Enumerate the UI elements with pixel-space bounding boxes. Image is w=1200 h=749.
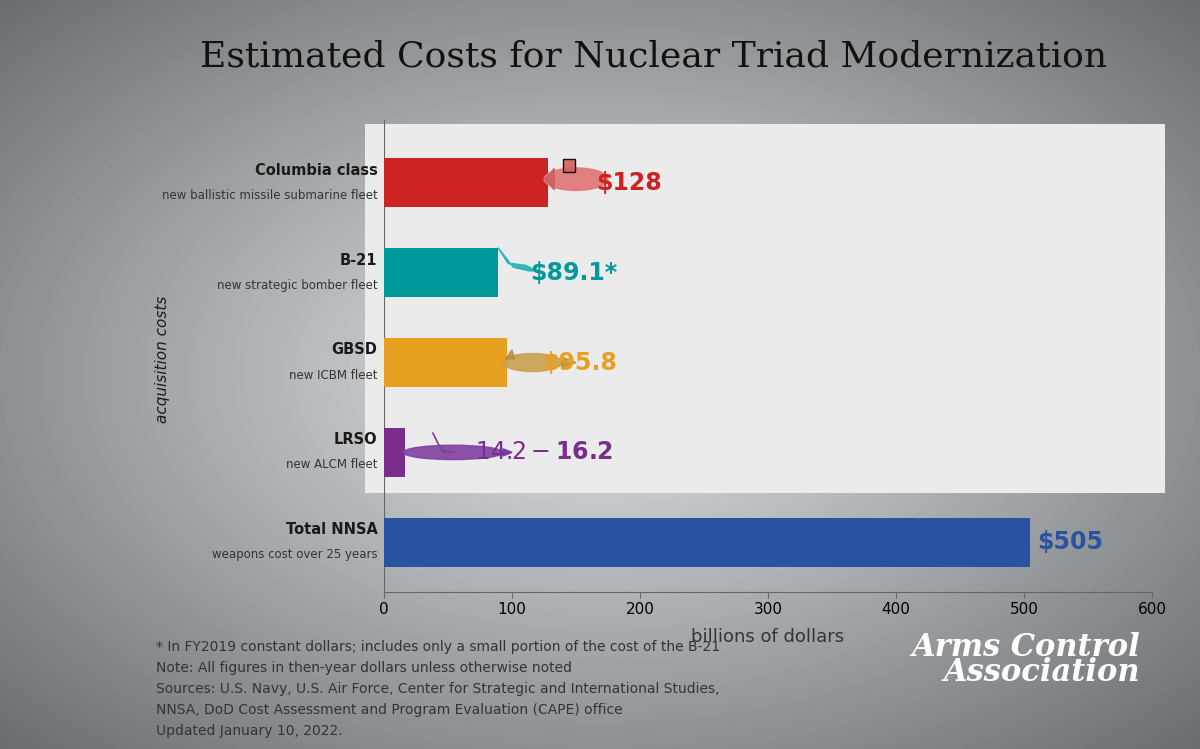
Text: $14.2-$16.2: $14.2-$16.2 — [475, 440, 613, 464]
Text: Note: All figures in then-year dollars unless otherwise noted: Note: All figures in then-year dollars u… — [156, 661, 572, 676]
Text: Association: Association — [943, 657, 1140, 688]
FancyBboxPatch shape — [563, 160, 575, 172]
Text: acquisition costs: acquisition costs — [155, 296, 169, 423]
Text: LRSO: LRSO — [334, 432, 378, 447]
Text: Columbia class: Columbia class — [254, 163, 378, 178]
FancyBboxPatch shape — [365, 124, 1165, 493]
Text: new strategic bomber fleet: new strategic bomber fleet — [217, 279, 378, 291]
Text: GBSD: GBSD — [331, 342, 378, 357]
Text: $505: $505 — [1037, 530, 1103, 554]
Text: $128: $128 — [596, 171, 662, 195]
Text: $89.1*: $89.1* — [530, 261, 617, 285]
Bar — [384, 338, 506, 387]
Bar — [384, 158, 548, 207]
Text: * In FY2019 constant dollars; includes only a small portion of the cost of the B: * In FY2019 constant dollars; includes o… — [156, 640, 720, 655]
Text: new ballistic missile submarine fleet: new ballistic missile submarine fleet — [162, 189, 378, 201]
Polygon shape — [562, 357, 576, 368]
Polygon shape — [498, 247, 536, 271]
Polygon shape — [545, 169, 554, 190]
Text: Sources: U.S. Navy, U.S. Air Force, Center for Strategic and International Studi: Sources: U.S. Navy, U.S. Air Force, Cent… — [156, 682, 720, 697]
Bar — [384, 248, 498, 297]
Ellipse shape — [544, 168, 608, 190]
Bar — [384, 518, 1031, 567]
Text: new ICBM fleet: new ICBM fleet — [289, 369, 378, 381]
Bar — [384, 428, 404, 477]
Polygon shape — [505, 350, 515, 359]
Text: NNSA, DoD Cost Assessment and Program Evaluation (CAPE) office: NNSA, DoD Cost Assessment and Program Ev… — [156, 703, 623, 718]
Polygon shape — [503, 449, 512, 456]
Text: Updated January 10, 2022.: Updated January 10, 2022. — [156, 724, 343, 739]
Text: Total NNSA: Total NNSA — [286, 522, 378, 537]
Text: new ALCM fleet: new ALCM fleet — [286, 458, 378, 471]
Polygon shape — [433, 433, 456, 452]
Text: weapons cost over 25 years: weapons cost over 25 years — [212, 548, 378, 561]
Ellipse shape — [403, 445, 503, 460]
Text: $95.8: $95.8 — [542, 351, 617, 374]
Ellipse shape — [503, 354, 562, 372]
X-axis label: billions of dollars: billions of dollars — [691, 628, 845, 646]
Text: Arms Control: Arms Control — [911, 632, 1140, 663]
Text: Estimated Costs for Nuclear Triad Modernization: Estimated Costs for Nuclear Triad Modern… — [200, 39, 1108, 73]
Text: B-21: B-21 — [340, 252, 378, 267]
